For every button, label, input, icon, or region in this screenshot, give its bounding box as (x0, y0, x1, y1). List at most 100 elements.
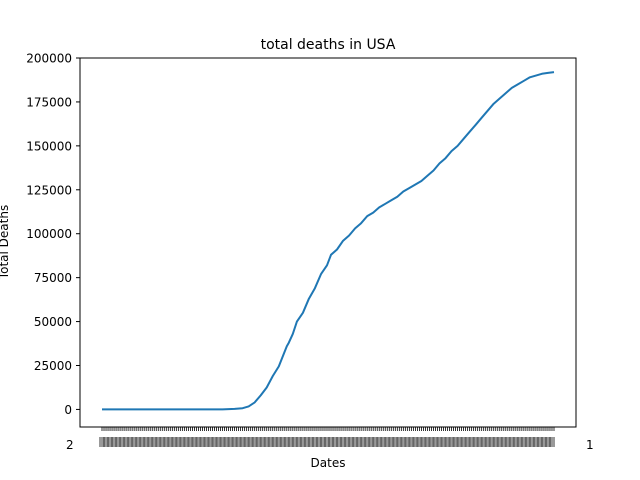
x-tick-label-overlap (536, 437, 543, 447)
x-tick-label-overlap (211, 437, 218, 447)
x-tick-label-overlap (243, 437, 250, 447)
x-tick-label-overlap (231, 437, 238, 447)
x-tick-label-overlap (307, 437, 314, 447)
x-tick-label-overlap (287, 437, 294, 447)
x-tick-label-overlap (183, 437, 190, 447)
x-tick-label-overlap (131, 437, 138, 447)
y-axis-ticks: 0 25000 50000 75000 100000 125000 150000 175000… (26, 52, 80, 417)
x-tick-label-overlap (328, 437, 335, 447)
x-tick-label-overlap (356, 437, 363, 447)
x-tick-label-overlap (512, 437, 519, 447)
x-tick-label-overlap (311, 437, 318, 447)
x-tick-label-overlap (267, 437, 274, 447)
x-tick-label-overlap (107, 437, 114, 447)
x-tick-label-overlap (295, 437, 302, 447)
x-tick-label-overlap (344, 437, 351, 447)
x-tick-label-overlap (392, 437, 399, 447)
x-tick-label-overlap (448, 437, 455, 447)
x-tick-label-overlap (508, 437, 515, 447)
x-tick-label-first: 2 (66, 438, 74, 452)
x-tick-label-overlap (99, 437, 105, 447)
x-tick-label-overlap (416, 437, 423, 447)
x-tick-label-overlap (319, 437, 326, 447)
x-tick-label-overlap (299, 437, 306, 447)
x-tick-label-overlap (171, 437, 178, 447)
x-tick-label-overlap (155, 437, 162, 447)
x-tick-label-overlap (352, 437, 359, 447)
x-tick-label-overlap (364, 437, 371, 447)
x-tick-label-overlap (215, 437, 222, 447)
x-tick-label-overlap (175, 437, 182, 447)
y-tick-label: 100000 (26, 227, 72, 241)
x-tick-label-overlap (163, 437, 170, 447)
x-tick-label-overlap (480, 437, 487, 447)
x-tick-label-overlap (323, 437, 330, 447)
x-tick-label-overlap (291, 437, 298, 447)
x-tick-label-overlap (259, 437, 266, 447)
x-tick-label-overlap (332, 437, 339, 447)
x-tick-label-overlap (400, 437, 407, 447)
x-tick-label-overlap (111, 437, 118, 447)
y-tick-label: 75000 (34, 271, 72, 285)
x-tick-label-overlap (227, 437, 234, 447)
x-tick-label-overlap (460, 437, 467, 447)
x-tick-label-overlap (432, 437, 439, 447)
x-tick-label-overlap (191, 437, 198, 447)
y-tick-label: 50000 (34, 315, 72, 329)
x-tick-label-overlap (179, 437, 186, 447)
x-tick-label-overlap (544, 437, 551, 447)
x-tick-label-overlap (524, 437, 531, 447)
x-tick-label-overlap (420, 437, 427, 447)
x-tick-label-overlap (408, 437, 415, 447)
x-tick-label-overlap (147, 437, 154, 447)
x-tick-label-overlap (275, 437, 282, 447)
x-tick-label-overlap (372, 437, 379, 447)
x-tick-label-overlap (468, 437, 475, 447)
x-tick-label-overlap (500, 437, 507, 447)
x-tick-label-overlap (251, 437, 258, 447)
x-tick-label-overlap (207, 437, 214, 447)
x-tick-label-overlap (472, 437, 479, 447)
x-tick-label-overlap (151, 437, 158, 447)
x-tick-label-overlap (219, 437, 226, 447)
x-tick-label-overlap (255, 437, 262, 447)
x-tick-label-overlap (528, 437, 535, 447)
x-tick-label-overlap (436, 437, 443, 447)
x-tick-label-overlap (247, 437, 254, 447)
x-tick-label-overlap (456, 437, 463, 447)
x-tick-label-overlap (235, 437, 242, 447)
x-tick-label-overlap (263, 437, 270, 447)
x-tick-label-overlap (496, 437, 503, 447)
x-tick-label-overlap (412, 437, 419, 447)
x-tick-label-overlap (396, 437, 403, 447)
y-tick-label: 175000 (26, 95, 72, 109)
x-tick-label-overlap (380, 437, 387, 447)
x-tick-label-overlap (368, 437, 375, 447)
x-axis-label: Dates (311, 456, 346, 470)
x-tick-label-overlap (540, 437, 547, 447)
x-tick-label-overlap (424, 437, 431, 447)
x-tick-label-overlap (484, 437, 491, 447)
x-tick-label-overlap (492, 437, 499, 447)
x-tick-label-overlap (271, 437, 278, 447)
y-tick-label: 150000 (26, 139, 72, 153)
x-tick-label-overlap (199, 437, 206, 447)
x-tick-label-overlap (520, 437, 527, 447)
x-tick-label-overlap (135, 437, 142, 447)
x-tick-label-overlap (360, 437, 367, 447)
y-tick-label: 25000 (34, 359, 72, 373)
x-tick-label-overlap (187, 437, 194, 447)
y-axis-label: Total Deaths (0, 205, 11, 280)
y-tick-label: 125000 (26, 183, 72, 197)
x-tick-label-overlap (440, 437, 447, 447)
x-tick-label-overlap (428, 437, 435, 447)
x-tick-label-overlap (279, 437, 286, 447)
x-tick-label-overlap (340, 437, 347, 447)
x-tick-label-overlap (532, 437, 539, 447)
x-tick-label-overlap (159, 437, 166, 447)
x-tick-label-overlap (336, 437, 343, 447)
chart-title: total deaths in USA (261, 37, 396, 53)
x-tick-label-overlap (283, 437, 290, 447)
x-tick-label-overlap (444, 437, 451, 447)
x-tick-label-overlap (376, 437, 383, 447)
